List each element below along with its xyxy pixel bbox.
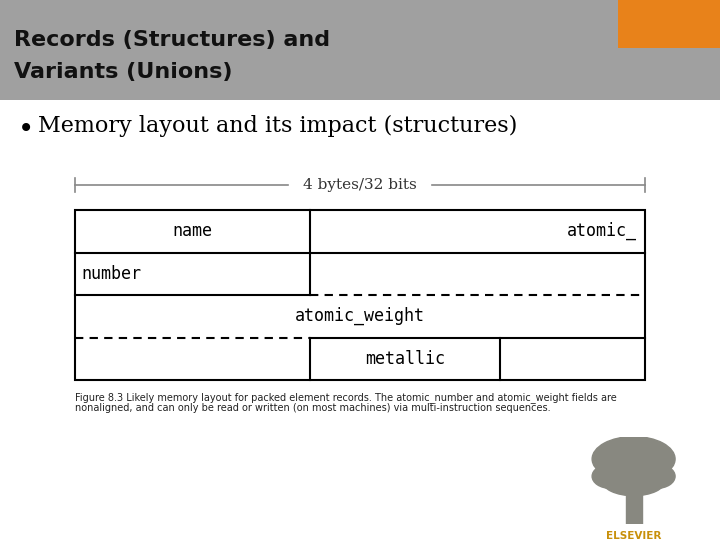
Bar (576, 534, 691, 540)
Text: Memory layout and its impact (structures): Memory layout and its impact (structures… (38, 115, 518, 137)
Bar (0, 0, 720, 100)
Text: •: • (18, 115, 35, 143)
Text: metallic: metallic (365, 350, 445, 368)
Ellipse shape (592, 436, 675, 482)
Ellipse shape (602, 465, 665, 496)
Text: atomic_: atomic_ (567, 222, 637, 240)
Bar (75, 210, 645, 380)
Bar (626, 494, 642, 524)
Bar (618, 0, 720, 48)
Ellipse shape (611, 436, 657, 456)
Text: Records (Structures) and: Records (Structures) and (14, 30, 330, 50)
Text: Variants (Unions): Variants (Unions) (14, 62, 233, 82)
Text: ELSEVIER: ELSEVIER (606, 531, 661, 540)
Text: 4 bytes/32 bits: 4 bytes/32 bits (303, 178, 417, 192)
Text: nonaligned, and can only be read or written (on most machines) via multi-instruc: nonaligned, and can only be read or writ… (75, 403, 551, 413)
Text: atomic_weight: atomic_weight (295, 307, 425, 326)
Ellipse shape (638, 464, 675, 488)
Text: number: number (81, 265, 141, 283)
Text: name: name (173, 222, 212, 240)
Text: Figure 8.3 Likely memory layout for packed element records. The atomic_number an: Figure 8.3 Likely memory layout for pack… (75, 392, 617, 403)
Ellipse shape (592, 464, 629, 488)
